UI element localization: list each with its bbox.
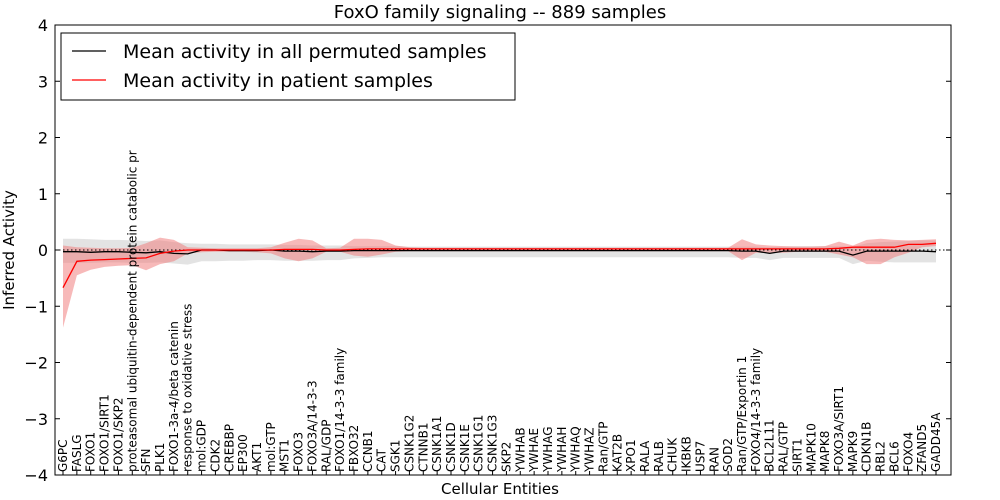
x-tick-label: FOXO4/14-3-3 family [749, 348, 763, 472]
x-tick-label: FOXO1/14-3-3 family [333, 348, 347, 472]
x-tick-label: CHUK [666, 437, 680, 472]
x-tick-label: Ran/GTP/Exportin 1 [735, 356, 749, 472]
x-tick-label: EP300 [236, 434, 250, 472]
line-series-1 [62, 242, 937, 289]
legend-label-permuted: Mean activity in all permuted samples [123, 41, 486, 63]
y-tick-label: −3 [24, 410, 48, 429]
x-tick-label: CTNNB1 [416, 422, 430, 472]
x-tick-label: CSNK1E [458, 424, 472, 472]
y-tick-label: 2 [38, 129, 48, 148]
x-tick-label: RAN [707, 447, 721, 472]
y-tick-label: 1 [38, 185, 48, 204]
x-tick-label: SKP2 [499, 442, 513, 472]
x-tick-label: SGK1 [389, 440, 403, 472]
x-tick-label: proteasomal ubiquitin-dependent protein … [125, 150, 139, 472]
x-tick-label: RALA [638, 440, 652, 472]
x-tick-label: FOXO1 [84, 432, 98, 472]
x-tick-label: MST1 [278, 439, 292, 472]
x-tick-label: RAL/GTP [777, 422, 791, 472]
x-tick-label: CSNK1G2 [402, 415, 416, 472]
x-tick-label: CSNK1G1 [472, 415, 486, 472]
plot-frame [54, 24, 952, 476]
x-tick-label: Ran/GTP [596, 421, 610, 472]
y-tick-label: −4 [24, 466, 48, 485]
confidence-bands [63, 237, 936, 328]
x-tick-label: mol:GTP [264, 422, 278, 472]
x-tick-label: FOXO3 [292, 432, 306, 472]
series-lines [62, 242, 937, 289]
x-tick-label: SFN [139, 448, 153, 472]
y-axis: 4 3 2 1 0 −1 −2 −3 −4 [24, 16, 951, 485]
x-tick-label: CDKN1B [860, 422, 874, 472]
x-tick-label: BCL6 [887, 441, 901, 472]
x-tick-label: AKT1 [250, 442, 264, 472]
x-tick-label: FOXO1-3a-4/beta catenin [167, 321, 181, 472]
x-tick-label: KAT2B [610, 434, 624, 472]
x-tick-label: YWHAG [541, 426, 555, 473]
x-tick-label: CCNB1 [361, 430, 375, 472]
x-tick-label: CSNK1G3 [486, 415, 500, 472]
x-tick-label: CSNK1A1 [430, 416, 444, 472]
x-axis: G6PC FASLG FOXO1 FOXO1/SIRT1 FOXO1/SKP2 prote… [56, 150, 943, 475]
x-tick-label: mol:GDP [195, 420, 209, 472]
x-tick-label: PLK1 [153, 443, 167, 472]
x-tick-label: RALB [652, 441, 666, 472]
x-tick-label: SIRT1 [790, 438, 804, 472]
chart-title: FoxO family signaling -- 889 samples [334, 2, 666, 23]
x-tick-label: FOXO3A/SIRT1 [832, 386, 846, 472]
x-tick-label: XPO1 [624, 439, 638, 472]
x-tick-label: ZFAND5 [915, 424, 929, 472]
y-tick-label: −1 [24, 297, 48, 316]
x-tick-label: YWHAH [555, 427, 569, 473]
legend-label-patient: Mean activity in patient samples [123, 70, 433, 92]
x-tick-label: YWHAZ [583, 427, 597, 473]
x-tick-label: FOXO1/SKP2 [111, 397, 125, 472]
y-tick-label: 3 [38, 72, 48, 91]
y-axis-title: Inferred Activity [0, 190, 18, 310]
legend: Mean activity in all permuted samples Me… [60, 32, 516, 101]
y-tick-label: 0 [38, 241, 48, 260]
y-tick-label: 4 [38, 16, 48, 35]
x-tick-label: RBL2 [874, 441, 888, 472]
band-series-1 [63, 237, 936, 328]
x-tick-label: GADD45A [929, 412, 943, 472]
x-tick-label: FASLG [70, 434, 84, 472]
x-tick-label: MAPK9 [846, 431, 860, 472]
x-tick-label: FBXO32 [347, 425, 361, 472]
x-tick-label: YWHAQ [569, 426, 583, 473]
y-tick-label: −2 [24, 354, 48, 373]
x-tick-label: YWHAB [513, 427, 527, 473]
x-tick-label: USP7 [693, 441, 707, 472]
x-tick-label: FOXO4 [901, 432, 915, 472]
x-tick-label: MAPK8 [818, 431, 832, 472]
x-tick-label: YWHAE [527, 428, 541, 473]
x-tick-label: RAL/GDP [319, 419, 333, 472]
x-tick-label: FOXO3A/14-3-3 [305, 380, 319, 472]
x-tick-label: FOXO1/SIRT1 [98, 394, 112, 472]
x-tick-label: SOD2 [721, 438, 735, 472]
x-axis-title: Cellular Entities [441, 480, 559, 498]
x-tick-label: MAPK10 [804, 423, 818, 472]
x-tick-label: BCL2L11 [763, 419, 777, 472]
x-tick-label: CSNK1D [444, 422, 458, 472]
x-tick-label: IKBKB [680, 436, 694, 472]
x-tick-label: CREBBP [222, 424, 236, 472]
x-tick-label: G6PC [56, 439, 70, 472]
x-tick-label: CDK2 [208, 439, 222, 472]
x-tick-label: response to oxidative stress [181, 304, 195, 472]
x-tick-label: CAT [375, 448, 389, 472]
legend-box [60, 32, 516, 101]
